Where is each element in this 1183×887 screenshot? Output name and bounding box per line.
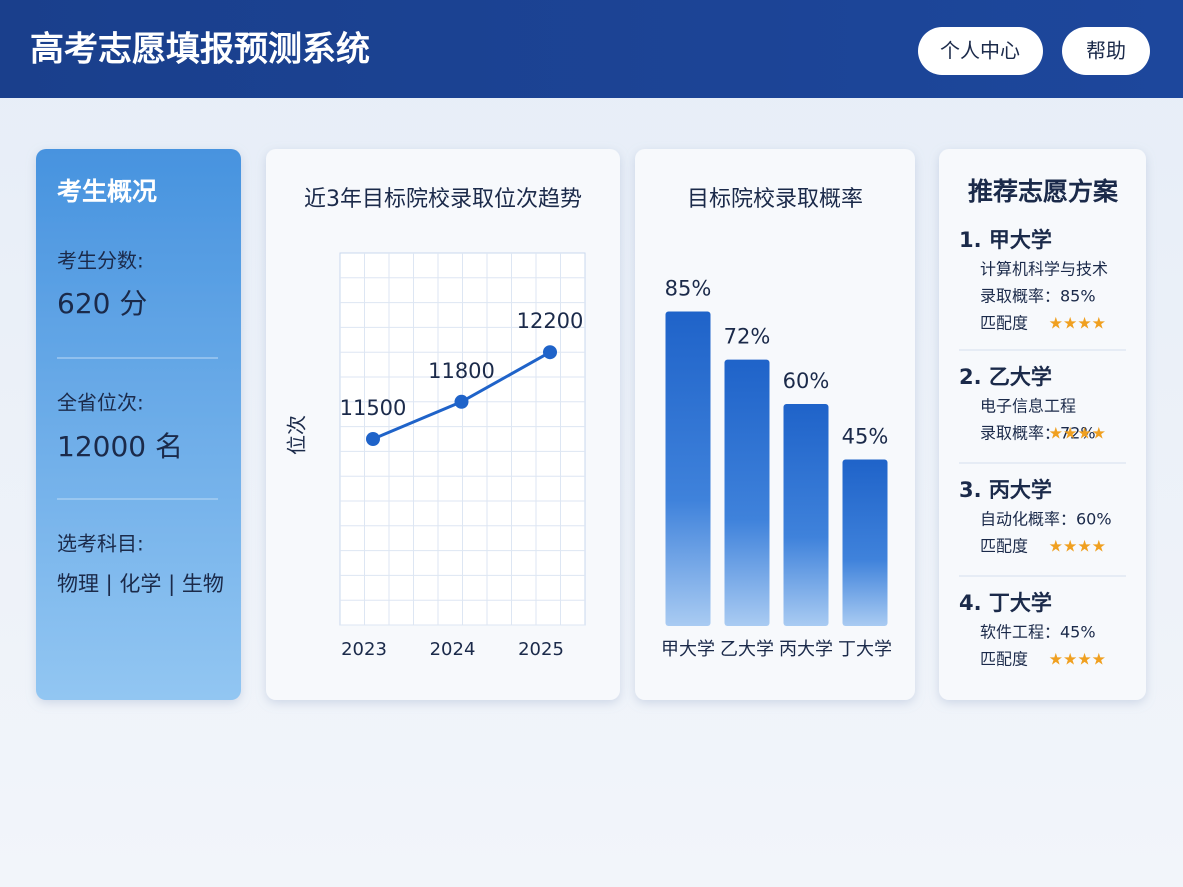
profile-value: 12000 名	[57, 430, 183, 463]
detail-line: 计算机科学与技术	[980, 260, 1108, 279]
profile-button[interactable]	[918, 27, 1043, 75]
detail-line: 自动化概率：60%	[980, 510, 1112, 529]
x-tick-label: 乙大学	[720, 639, 774, 660]
x-tick-label: 2024	[430, 639, 476, 660]
rating-stars: ★★★★	[1049, 314, 1106, 333]
bar	[842, 459, 888, 626]
recommendation-card	[939, 149, 1146, 700]
x-tick-label: 2025	[518, 639, 564, 660]
x-tick-label: 2023	[341, 639, 387, 660]
profile-value: 物理 | 化学 | 生物	[57, 572, 224, 597]
data-label: 12200	[517, 309, 584, 333]
y-axis-label: 位次	[285, 415, 309, 455]
profile-value: 620 分	[57, 287, 147, 320]
recommendation-title: 推荐志愿方案	[968, 177, 1119, 206]
school-name: 2. 乙大学	[959, 365, 1052, 389]
x-tick-label: 丙大学	[779, 639, 833, 660]
detail-line: 电子信息工程	[980, 397, 1076, 416]
bar	[724, 359, 770, 626]
chart-title: 目标院校录取概率	[687, 187, 863, 212]
data-label: 60%	[783, 369, 830, 393]
profile-card	[36, 149, 241, 700]
bar	[665, 311, 711, 626]
x-tick-label: 甲大学	[661, 639, 715, 660]
rating-label: 匹配度	[980, 650, 1028, 669]
school-name: 4. 丁大学	[959, 591, 1052, 615]
detail-line: 软件工程：45%	[980, 623, 1096, 642]
data-label: 11500	[340, 396, 407, 420]
profile-title: 考生概况	[57, 177, 157, 206]
chart-title: 近3年目标院校录取位次趋势	[304, 187, 582, 212]
data-point	[454, 394, 469, 409]
rating-label: 匹配度	[980, 537, 1028, 556]
rating-stars: ★★★★	[1049, 424, 1106, 443]
data-label: 45%	[842, 425, 889, 449]
profile-label: 选考科目:	[57, 532, 144, 556]
bar	[783, 404, 829, 626]
profile-label: 考生分数:	[57, 249, 144, 273]
data-point	[543, 345, 557, 360]
rating-stars: ★★★★	[1049, 650, 1106, 669]
school-name: 3. 丙大学	[959, 478, 1052, 502]
help-button[interactable]	[1062, 27, 1150, 75]
school-name: 1. 甲大学	[959, 228, 1052, 252]
x-tick-label: 丁大学	[838, 639, 892, 660]
rating-label: 录取概率：72%	[980, 424, 1096, 443]
detail-line: 录取概率：85%	[980, 287, 1096, 306]
data-label: 72%	[724, 325, 771, 349]
data-label: 11800	[428, 359, 495, 383]
profile-label: 全省位次:	[57, 391, 144, 415]
profile-button-label[interactable]: 个人中心	[940, 39, 1020, 63]
help-button-label[interactable]: 帮助	[1086, 39, 1126, 63]
app-title: 高考志愿填报预测系统	[30, 30, 370, 70]
data-point	[366, 432, 380, 446]
rating-label: 匹配度	[980, 314, 1028, 333]
rating-stars: ★★★★	[1049, 537, 1106, 556]
data-label: 85%	[665, 277, 712, 301]
